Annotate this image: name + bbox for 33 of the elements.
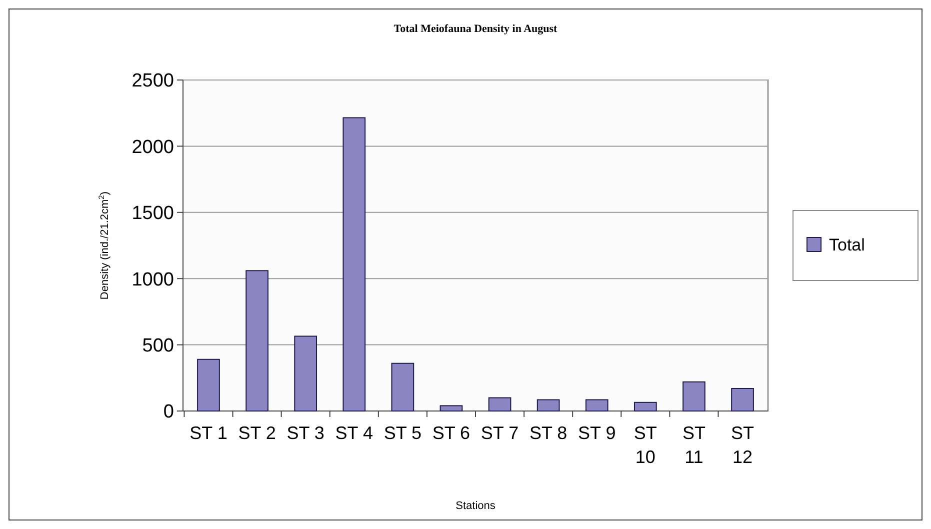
y-tick-label: 2000 [132,136,174,158]
x-tick-label: ST 8 [529,423,568,443]
y-tick-label: 1500 [132,203,174,224]
bar [391,362,414,412]
x-tick-label: ST 5 [384,423,422,443]
x-tick-label: ST 12 [731,423,754,467]
x-tick-label: ST 10 [634,423,657,467]
x-tick-label: ST 1 [190,423,228,443]
x-axis-title: Stations [456,500,496,512]
y-tick-label: 1000 [132,269,174,290]
legend-label: Total [829,235,865,254]
x-tick-label: ST 4 [335,423,373,443]
bar [440,405,463,412]
chart-title: Total Meiofauna Density in August [394,23,558,35]
bar [197,358,220,412]
bar [294,336,318,412]
bar [488,397,512,412]
y-tick-label: 500 [142,335,174,356]
x-tick-label: ST 11 [682,423,706,467]
y-tick-label: 0 [163,402,174,423]
bar [342,117,366,412]
x-tick-label: ST 3 [286,423,324,443]
x-tick-label: ST 6 [432,423,470,443]
x-tick-label: ST 7 [480,423,519,443]
bar [682,381,706,412]
bar [731,388,754,412]
bar [246,270,268,412]
y-tick-label: 2500 [132,70,174,92]
bar [634,402,657,412]
bar [536,399,560,412]
bar [585,399,608,412]
x-tick-label: ST 2 [238,423,276,443]
x-tick-label: ST 9 [578,423,616,443]
